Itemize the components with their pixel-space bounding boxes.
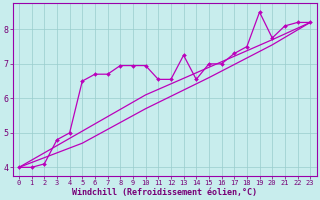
X-axis label: Windchill (Refroidissement éolien,°C): Windchill (Refroidissement éolien,°C) [72,188,257,197]
